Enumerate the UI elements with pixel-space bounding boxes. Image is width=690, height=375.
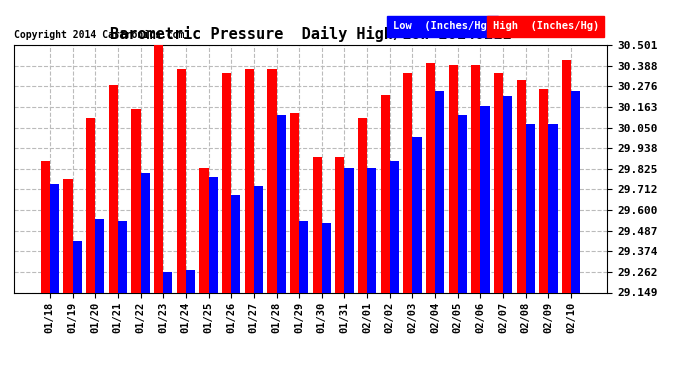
Bar <box>526 124 535 292</box>
Bar <box>72 241 81 292</box>
Bar <box>131 109 141 292</box>
Bar <box>268 69 277 292</box>
Bar <box>118 221 127 292</box>
Bar <box>344 168 353 292</box>
Bar <box>448 65 458 292</box>
Bar <box>154 45 163 292</box>
Bar <box>367 168 376 292</box>
Bar <box>41 160 50 292</box>
Bar <box>231 195 240 292</box>
Bar <box>540 89 549 292</box>
Bar <box>381 94 390 292</box>
Bar <box>480 106 490 292</box>
Bar <box>95 219 104 292</box>
Bar <box>404 73 413 292</box>
Bar <box>86 118 95 292</box>
Bar <box>277 115 286 292</box>
Bar <box>222 73 231 292</box>
Bar <box>177 69 186 292</box>
Bar <box>141 173 150 292</box>
Bar <box>109 86 118 292</box>
Bar <box>413 137 422 292</box>
Bar <box>390 160 399 292</box>
Bar <box>186 270 195 292</box>
Bar <box>335 157 344 292</box>
Bar <box>458 115 467 292</box>
Bar <box>426 63 435 292</box>
Text: Copyright 2014 Cartronics.com: Copyright 2014 Cartronics.com <box>14 30 184 40</box>
Bar <box>435 91 444 292</box>
Bar <box>494 73 503 292</box>
Bar <box>163 272 172 292</box>
Bar <box>517 80 526 292</box>
Bar <box>358 118 367 292</box>
Bar <box>471 65 480 292</box>
Bar <box>50 184 59 292</box>
Bar <box>254 186 263 292</box>
Bar <box>63 179 72 292</box>
Bar <box>322 223 331 292</box>
Bar <box>571 91 580 292</box>
Bar <box>549 124 558 292</box>
Bar <box>290 113 299 292</box>
Bar <box>562 60 571 292</box>
Title: Barometric Pressure  Daily High/Low 20140211: Barometric Pressure Daily High/Low 20140… <box>110 27 511 42</box>
Bar <box>503 96 512 292</box>
Bar <box>299 221 308 292</box>
Bar <box>199 168 208 292</box>
Bar <box>208 177 217 292</box>
Bar <box>313 157 322 292</box>
Legend: Low  (Inches/Hg), High  (Inches/Hg): Low (Inches/Hg), High (Inches/Hg) <box>389 18 602 34</box>
Bar <box>245 69 254 292</box>
